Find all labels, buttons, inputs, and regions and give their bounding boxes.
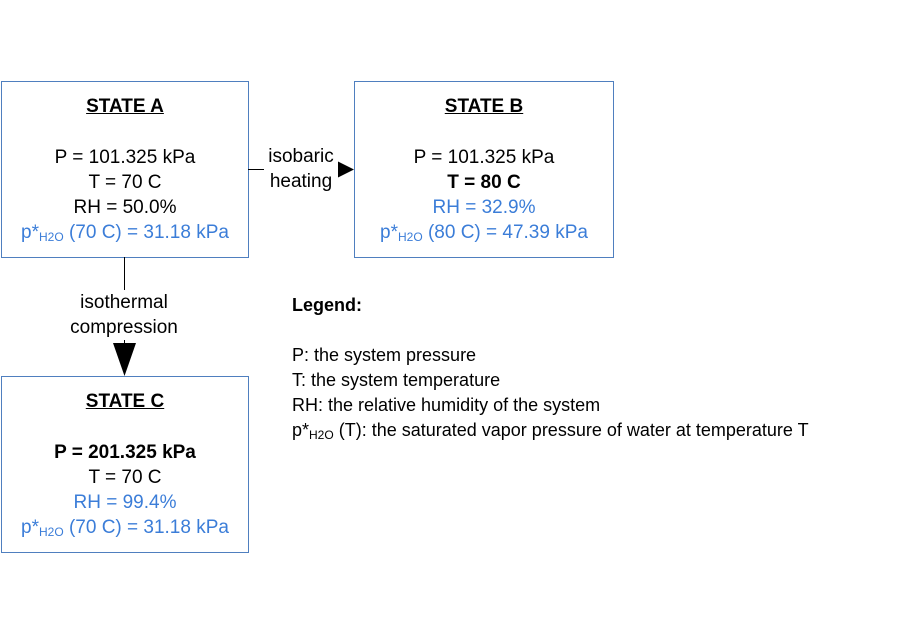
legend-item-p: P: the system pressure [292, 345, 477, 365]
state-b-temperature: T = 80 C [447, 172, 521, 193]
legend: Legend: P: the system pressure T: the sy… [292, 293, 809, 448]
state-a-pressure: P = 101.325 kPa [54, 147, 196, 168]
legend-title: Legend: [292, 295, 362, 315]
arrow-ab-head-icon [337, 161, 354, 178]
state-b-title: STATE B [444, 96, 524, 117]
state-c-temperature: T = 70 C [88, 467, 162, 488]
state-b-pressure: P = 101.325 kPa [413, 147, 555, 168]
state-b-rh: RH = 32.9% [432, 197, 536, 218]
arrow-ac-label: isothermal compression [54, 290, 194, 340]
arrow-ac-head-icon [113, 343, 136, 376]
state-c-pressure: P = 201.325 kPa [54, 442, 196, 463]
state-b-box: STATE B P = 101.325 kPa T = 80 C RH = 32… [354, 81, 614, 258]
state-a-temperature: T = 70 C [88, 172, 162, 193]
legend-item-t: T: the system temperature [292, 370, 501, 390]
state-c-rh: RH = 99.4% [73, 492, 177, 513]
state-a-rh: RH = 50.0% [73, 197, 177, 218]
state-a-title: STATE A [86, 96, 164, 117]
state-c-box: STATE C P = 201.325 kPa T = 70 C RH = 99… [1, 376, 249, 553]
state-a-psat: p*H2O (70 C) = 31.18 kPa [21, 222, 229, 244]
state-c-psat: p*H2O (70 C) = 31.18 kPa [21, 517, 229, 539]
legend-item-psat: p*H2O (T): the saturated vapor pressure … [292, 420, 809, 442]
state-c-title: STATE C [85, 391, 165, 412]
state-b-psat: p*H2O (80 C) = 47.39 kPa [380, 222, 588, 244]
legend-item-rh: RH: the relative humidity of the system [292, 395, 601, 415]
state-a-box: STATE A P = 101.325 kPa T = 70 C RH = 50… [1, 81, 249, 258]
arrow-ab-label: isobaric heating [264, 144, 338, 194]
